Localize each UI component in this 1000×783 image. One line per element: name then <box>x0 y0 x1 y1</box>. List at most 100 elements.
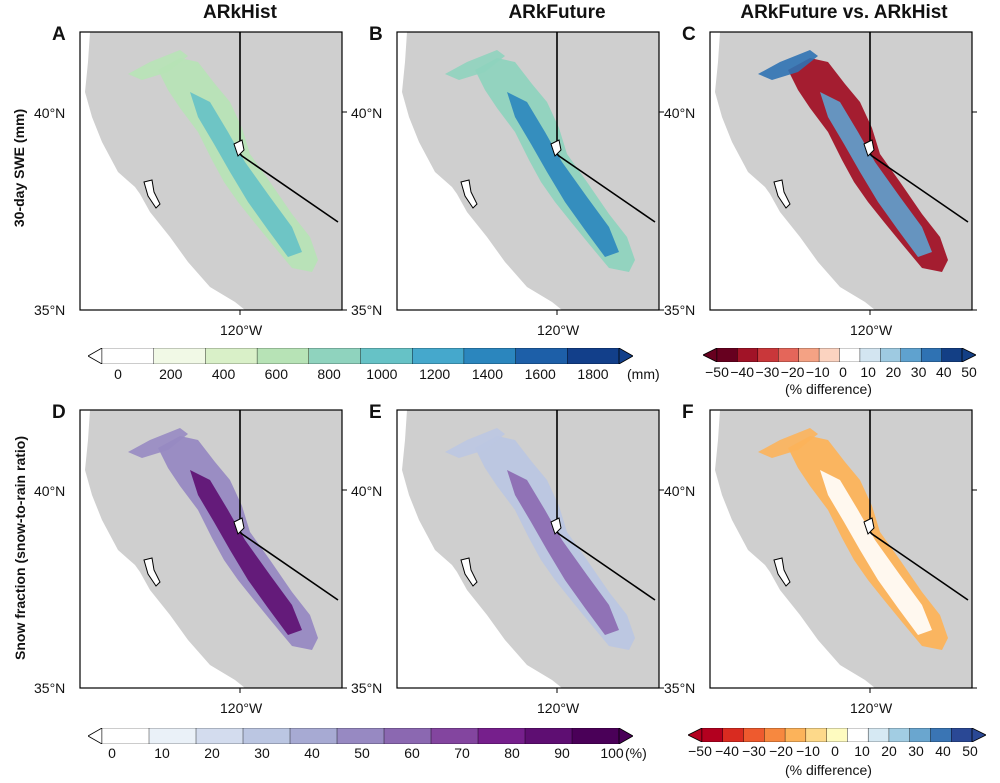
map-panel-d <box>79 409 347 693</box>
colorbar-swatch <box>256 347 310 365</box>
colorbar-swatch <box>805 727 828 743</box>
colorbar-swe <box>87 347 634 365</box>
colorbar-snow-fraction <box>87 727 634 745</box>
colorbar-tick-label: −10 <box>796 743 820 759</box>
snow-field-north <box>445 428 505 458</box>
colorbar-swe-difference-unit: (% difference) <box>785 381 872 397</box>
ocean-area <box>397 32 562 310</box>
colorbar-swatch <box>242 727 291 745</box>
colorbar-low-arrow <box>87 347 103 365</box>
colorbar-tick-label: 0 <box>114 366 122 382</box>
lake-tahoe <box>233 139 245 157</box>
lon-label-120w: 120°W <box>537 322 580 338</box>
lake-tahoe <box>550 139 562 157</box>
column-title-difference: ARkFuture vs. ARkHist <box>740 2 948 23</box>
ocean-area <box>710 410 875 688</box>
ocean-area <box>710 32 875 310</box>
colorbar-svg <box>87 727 634 745</box>
column-title-arkhist: ARkHist <box>203 2 277 23</box>
colorbar-swatch <box>701 727 724 743</box>
lon-label-120w: 120°W <box>537 700 580 716</box>
map-panel-f <box>709 409 977 693</box>
colorbar-tick-label: −40 <box>715 743 739 759</box>
colorbar-tick-label: 0 <box>108 745 116 761</box>
colorbar-swatch <box>289 727 338 745</box>
colorbar-swatch <box>716 347 739 363</box>
san-francisco-bay <box>460 557 478 587</box>
colorbar-swatch <box>847 727 869 743</box>
colorbar-swatch <box>101 727 150 745</box>
san-francisco-bay <box>143 557 161 587</box>
colorbar-tick-label: 90 <box>554 745 570 761</box>
snow-field-core <box>190 470 302 635</box>
colorbar-snow-fraction-unit: (%) <box>625 745 647 761</box>
lat-label-35n: 35°N <box>664 680 696 696</box>
colorbar-tick-label: −30 <box>755 364 780 380</box>
colorbar-tick-label: 10 <box>860 364 876 380</box>
colorbar-swe-difference-ticks: −50 −40 −30 −20 −10 0 10 20 30 40 50 <box>705 364 977 382</box>
lat-label-35n: 35°N <box>351 302 383 318</box>
colorbar-swe-ticks: 0 200 400 600 800 1000 1200 1400 1600 1800 <box>114 366 608 384</box>
map-frame <box>396 31 660 311</box>
colorbar-tick-label: 600 <box>264 366 289 382</box>
colorbar-swatch <box>571 727 620 745</box>
lake-tahoe <box>550 517 562 535</box>
colorbar-tick-label: 200 <box>159 366 183 382</box>
colorbar-high-arrow <box>961 347 977 363</box>
colorbar-low-arrow <box>687 727 703 743</box>
state-border <box>239 32 339 223</box>
colorbar-swatch <box>743 727 766 743</box>
lat-label-35n: 35°N <box>34 680 66 696</box>
colorbar-tick-label: 50 <box>961 364 977 380</box>
colorbar-swatch <box>383 727 432 745</box>
snow-field-north <box>445 50 505 80</box>
colorbar-swatch <box>308 347 362 365</box>
lake-tahoe <box>863 517 875 535</box>
ocean-area <box>80 32 245 310</box>
state-border <box>556 32 656 223</box>
state-border <box>239 410 339 601</box>
map-panel-a <box>79 31 347 315</box>
colorbar-tick-label: 50 <box>962 743 978 759</box>
colorbar-tick-label: −20 <box>780 364 805 380</box>
colorbar-tick-label: 400 <box>211 366 236 382</box>
snow-field-core <box>507 92 619 257</box>
colorbar-swatch <box>951 727 973 743</box>
colorbar-tick-label: −20 <box>769 743 793 759</box>
colorbar-swatch <box>477 727 526 745</box>
colorbar-fraction-difference-unit: (% difference) <box>785 762 872 778</box>
colorbar-swatch <box>784 727 807 743</box>
colorbar-tick-label: 10 <box>854 743 870 759</box>
colorbar-snow-fraction-ticks: 0 10 20 30 40 50 60 70 80 90 100 <box>108 745 624 763</box>
colorbar-tick-label: −50 <box>688 743 712 759</box>
colorbar-tick-label: 1600 <box>524 366 556 382</box>
panel-letter-e: E <box>369 402 382 423</box>
snow-field-core <box>507 470 619 635</box>
map-f <box>709 409 977 693</box>
colorbar-tick-label: 20 <box>881 743 897 759</box>
colorbar-tick-label: 0 <box>831 743 839 759</box>
panel-letter-c: C <box>682 24 696 45</box>
colorbar-tick-label: 0 <box>839 364 847 380</box>
colorbar-tick-label: 800 <box>317 366 341 382</box>
colorbar-high-arrow <box>971 727 987 743</box>
map-panel-c <box>709 31 977 315</box>
colorbar-tick-label: −40 <box>730 364 755 380</box>
lon-label-120w: 120°W <box>220 700 263 716</box>
colorbar-swatch <box>920 347 943 363</box>
panel-letter-a: A <box>52 24 66 45</box>
colorbar-swe-unit: (mm) <box>627 366 660 382</box>
ocean-area <box>80 410 245 688</box>
colorbar-swatch <box>148 727 197 745</box>
map-c <box>709 31 977 315</box>
lat-label-40n: 40°N <box>351 483 383 499</box>
colorbar-swatch <box>900 347 922 363</box>
map-d <box>79 409 347 693</box>
lat-label-35n: 35°N <box>351 680 383 696</box>
colorbar-low-arrow <box>87 727 103 745</box>
state-border <box>869 32 969 223</box>
colorbar-swatch <box>101 347 155 365</box>
map-a <box>79 31 347 315</box>
colorbar-swatch <box>430 727 479 745</box>
ocean-area <box>397 410 562 688</box>
